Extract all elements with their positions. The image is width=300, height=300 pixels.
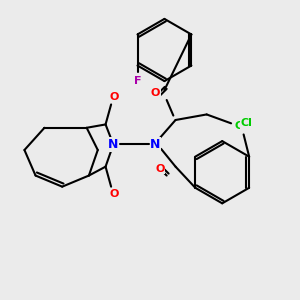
Text: O: O bbox=[155, 164, 165, 174]
Text: O: O bbox=[151, 88, 160, 98]
Text: O: O bbox=[110, 189, 119, 200]
Text: N: N bbox=[108, 138, 119, 151]
Text: N: N bbox=[150, 138, 161, 151]
Text: F: F bbox=[134, 76, 141, 86]
Text: O: O bbox=[110, 92, 119, 102]
Text: Cl: Cl bbox=[234, 121, 246, 130]
Text: Cl: Cl bbox=[241, 118, 253, 128]
